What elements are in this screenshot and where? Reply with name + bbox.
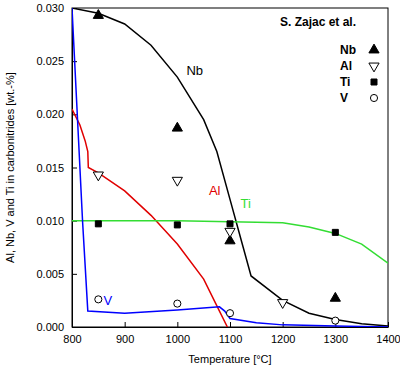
- legend-label: Nb: [340, 43, 356, 57]
- y-tick-label: 0.010: [36, 215, 64, 227]
- x-axis-title: Temperature [°C]: [188, 353, 271, 365]
- y-tick-label: 0.025: [36, 55, 64, 67]
- legend-label: Ti: [340, 75, 350, 89]
- x-tick-label: 1100: [219, 333, 243, 345]
- x-tick-label: 800: [63, 333, 81, 345]
- y-tick: 0.005: [36, 268, 77, 280]
- marker: [278, 300, 288, 309]
- title: S. Zajac et al.: [280, 15, 356, 29]
- x-tick: 1000: [166, 322, 190, 345]
- marker: [95, 296, 102, 303]
- x-tick-mark: [388, 322, 389, 327]
- marker: [172, 177, 182, 186]
- x-tick-label: 1400: [376, 333, 400, 345]
- y-tick: 0.020: [36, 108, 77, 120]
- marker: [225, 228, 235, 237]
- x-tick: 1100: [219, 322, 243, 345]
- x-tick-label: 1300: [324, 333, 348, 345]
- line-label: Ti: [241, 196, 251, 211]
- marker: [330, 292, 340, 301]
- marker: [174, 300, 181, 307]
- y-axis: 0.000 0.005 0.010 0.015 0.020 0.025 0.030: [36, 2, 77, 333]
- data: [72, 8, 388, 327]
- chart: 800 900 1000 1100 1200 1300 1400 0.000 0.005 0.01…: [0, 0, 400, 371]
- y-tick-label: 0.015: [36, 162, 64, 174]
- legend-label: Al: [340, 59, 352, 73]
- x-tick-mark: [125, 322, 126, 327]
- line-label: V: [103, 293, 112, 308]
- line-label: Al: [209, 183, 221, 198]
- y-tick: 0.000: [36, 321, 77, 333]
- x-axis: 800 900 1000 1100 1200 1300 1400: [63, 322, 400, 345]
- legend-marker: [369, 63, 379, 72]
- x-tick: 900: [116, 322, 134, 345]
- marker: [174, 222, 180, 228]
- y-tick: 0.010: [36, 215, 77, 227]
- x-tick-label: 900: [116, 333, 134, 345]
- plot: 800 900 1000 1100 1200 1300 1400 0.000 0.005 0.01…: [36, 2, 400, 345]
- legend-marker: [369, 44, 379, 53]
- frame: [72, 8, 388, 327]
- legend-marker: [371, 79, 377, 85]
- marker: [95, 221, 101, 227]
- x-tick-mark: [177, 322, 178, 327]
- legend-label: V: [340, 91, 348, 105]
- line-label: Nb: [186, 63, 203, 78]
- marker: [93, 172, 103, 181]
- legend: Nb Al Ti V: [340, 43, 379, 105]
- line: [72, 109, 227, 327]
- y-tick: 0.025: [36, 55, 77, 67]
- marker: [332, 229, 338, 235]
- marker: [172, 122, 182, 131]
- y-tick: 0.015: [36, 162, 77, 174]
- y-tick-mark: [72, 168, 77, 169]
- y-tick-label: 0.000: [36, 321, 64, 333]
- y-tick-label: 0.020: [36, 108, 64, 120]
- y-tick-label: 0.005: [36, 268, 64, 280]
- y-tick-label: 0.030: [36, 2, 64, 14]
- x-axis-line: [73, 327, 389, 328]
- line: [72, 221, 388, 264]
- marker: [227, 221, 233, 227]
- marker: [332, 317, 339, 324]
- x-tick-mark: [230, 322, 231, 327]
- y-tick: 0.030: [36, 2, 77, 14]
- x-tick-label: 1000: [166, 333, 190, 345]
- y-axis-title: Al, Nb, V and Ti in carbonitrides [wt.-%…: [4, 72, 16, 263]
- y-tick-mark: [72, 274, 77, 275]
- line: [72, 8, 388, 327]
- marker: [93, 10, 103, 19]
- y-tick-mark: [72, 327, 77, 328]
- x-tick-label: 1200: [271, 333, 295, 345]
- line: [72, 8, 388, 326]
- legend-marker: [370, 94, 377, 101]
- marker: [226, 310, 233, 317]
